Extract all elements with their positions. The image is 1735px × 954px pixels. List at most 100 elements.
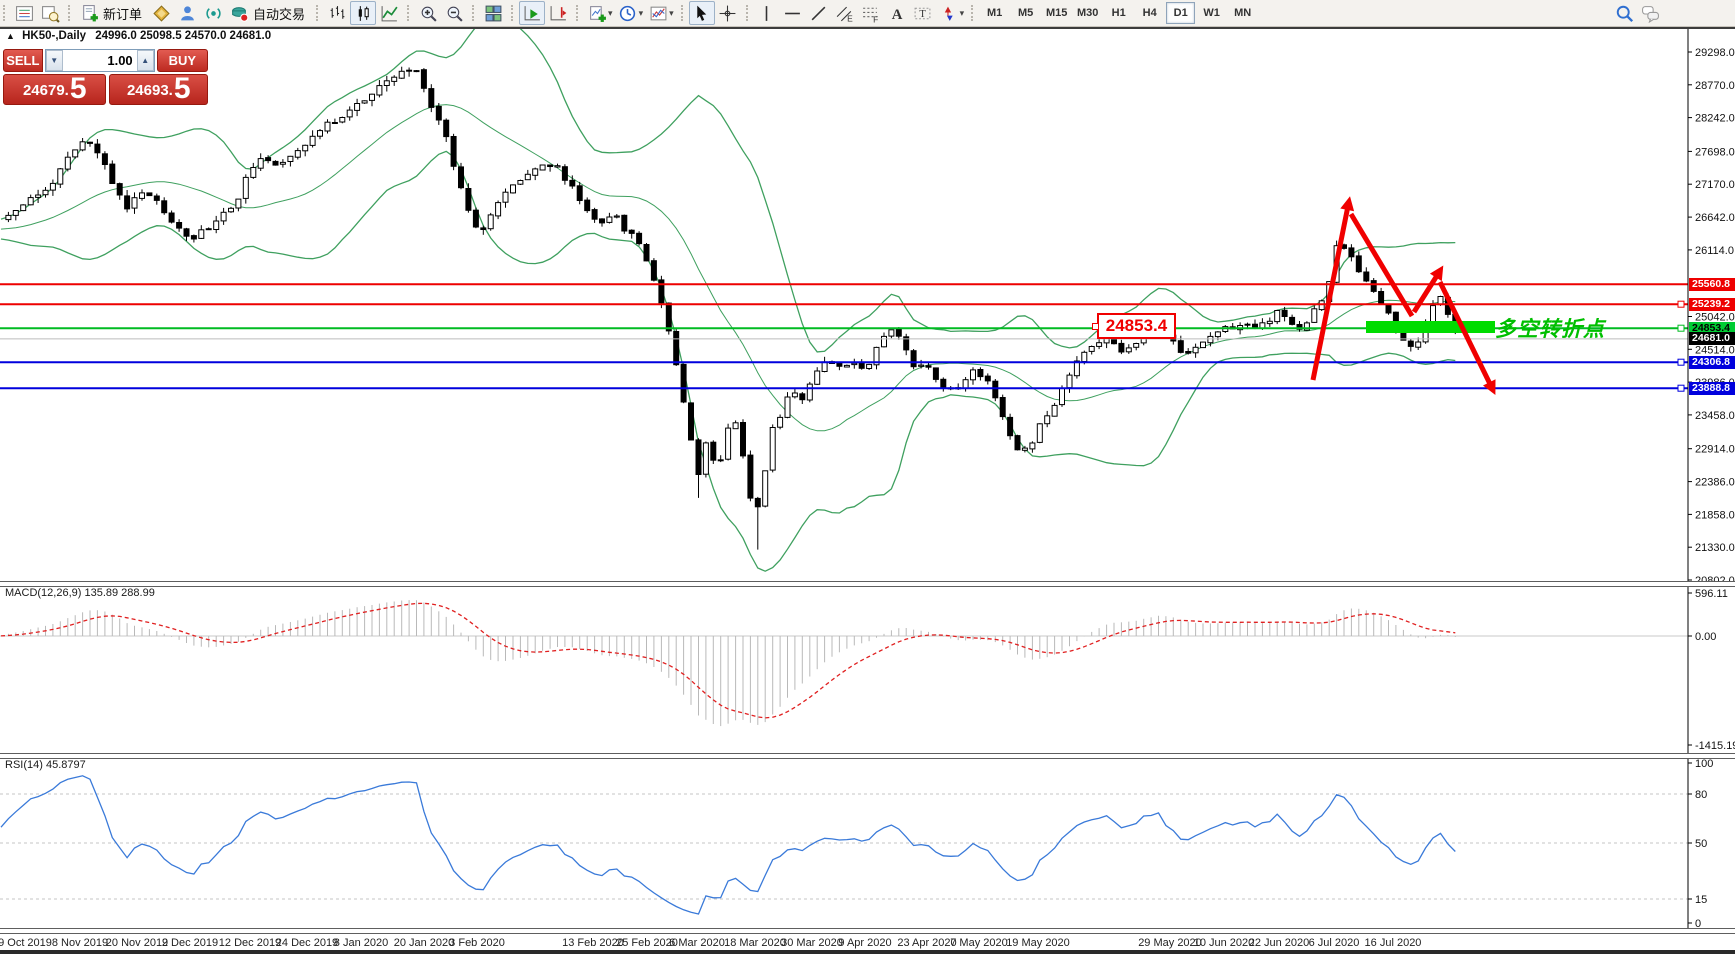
toolbar-tile-windows-button[interactable] xyxy=(480,1,506,25)
toolbar-chart-bars-button[interactable] xyxy=(324,1,350,25)
rsi-layer xyxy=(0,775,1688,915)
pane-separator-rsi-dates xyxy=(0,928,1735,934)
timeframe-m15-button[interactable]: M15 xyxy=(1045,7,1068,19)
price-badge: 23888.8 xyxy=(1689,381,1735,395)
date-label: 19 May 2020 xyxy=(1006,937,1070,949)
symbol-header: ▲ HK50-,Daily 24996.0 25098.5 24570.0 24… xyxy=(6,30,271,42)
toolbar-group xyxy=(0,1,65,25)
toolbar-new-order-button[interactable] xyxy=(76,1,102,25)
toolbar-group xyxy=(469,1,508,25)
arrows-dropdown-caret[interactable]: ▾ xyxy=(959,7,965,18)
price-tick-label: 25042.0 xyxy=(1695,312,1735,324)
toolbar-news-radio-button[interactable] xyxy=(200,1,226,25)
sell-price-display[interactable]: 24679. 5 xyxy=(3,74,107,105)
date-label: 24 Dec 2019 xyxy=(276,937,338,949)
timeframe-w1-button[interactable]: W1 xyxy=(1203,7,1220,19)
toolbar-new-chart-button[interactable] xyxy=(584,1,610,25)
timeframe-m5-button[interactable]: M5 xyxy=(1018,7,1034,19)
toolbar-templates-button[interactable] xyxy=(645,1,671,25)
macd-scale-label: 0.00 xyxy=(1695,631,1716,643)
price-tick-label: 28242.0 xyxy=(1695,113,1735,125)
price-callout-label[interactable]: 24853.4 xyxy=(1092,313,1176,339)
toolbar-hline-button[interactable] xyxy=(780,1,806,25)
volume-increase-button[interactable]: ▲ xyxy=(136,50,154,71)
green-zone-annotation xyxy=(1366,321,1495,333)
collapse-panel-icon[interactable]: ▲ xyxy=(6,31,15,41)
volume-decrease-button[interactable]: ▼ xyxy=(45,50,63,71)
price-tick-label: 21858.0 xyxy=(1695,509,1735,521)
buy-price-display[interactable]: 24693. 5 xyxy=(109,74,208,105)
toolbar-data-window-button[interactable] xyxy=(37,1,63,25)
timeframe-m30-button[interactable]: M30 xyxy=(1076,7,1099,19)
symbol-name: HK50-,Daily xyxy=(22,30,87,42)
toolbar-search-button[interactable] xyxy=(1611,1,1637,25)
timeframe-d1-button[interactable]: D1 xyxy=(1166,2,1196,24)
date-label: 3 Feb 2020 xyxy=(449,937,505,949)
pivot-annotation-text[interactable]: 多空转折点 xyxy=(1495,318,1605,341)
svg-text:F: F xyxy=(873,14,878,23)
date-label: 7 May 2020 xyxy=(950,937,1007,949)
price-tick-label: 24514.0 xyxy=(1695,344,1735,356)
toolbar-community-button[interactable] xyxy=(174,1,200,25)
timeframe-group: M1 M5 M15 M30 H1 H4 D1 W1 MN xyxy=(968,1,1260,25)
timeframe-h4-button[interactable]: H4 xyxy=(1142,7,1157,19)
toolbar-group: E F A T ▾ xyxy=(743,1,969,25)
toolbar-auto-scroll-button[interactable] xyxy=(519,1,546,25)
price-badge: 24681.0 xyxy=(1689,332,1735,346)
sell-price-main: 24679 xyxy=(22,82,65,99)
sell-button[interactable]: SELL xyxy=(3,49,43,72)
timeframe-h1-button[interactable]: H1 xyxy=(1111,7,1126,19)
toolbar-cursor-button[interactable] xyxy=(688,1,715,25)
toolbar-autotrade-label[interactable]: 自动交易 xyxy=(253,6,306,22)
rsi-scale-label: 50 xyxy=(1695,838,1707,850)
toolbar-autotrade-button[interactable] xyxy=(226,1,252,25)
price-tick-label: 27698.0 xyxy=(1695,146,1735,158)
svg-text:T: T xyxy=(919,9,926,20)
toolbar-chart-line-button[interactable] xyxy=(376,1,402,25)
toolbar-chat-button[interactable] xyxy=(1637,1,1663,25)
rsi-indicator-label: RSI(14) 45.8797 xyxy=(5,759,86,771)
date-label: 20 Nov 2019 xyxy=(106,937,168,949)
toolbar-fibonacci-button[interactable]: F xyxy=(858,1,884,25)
toolbar-vline-button[interactable] xyxy=(754,1,780,25)
toolbar-trendline-button[interactable] xyxy=(806,1,832,25)
new-chart-dropdown-caret[interactable]: ▾ xyxy=(608,7,613,18)
toolbar-market-watch-button[interactable] xyxy=(11,1,37,25)
date-label: 30 Mar 2020 xyxy=(781,937,843,949)
toolbar-label-button[interactable]: T xyxy=(910,1,936,25)
profiles-clock-dropdown-caret[interactable]: ▾ xyxy=(638,7,644,18)
toolbar-arrows-button[interactable] xyxy=(936,1,962,25)
toolbar-text-button[interactable]: A xyxy=(884,1,910,25)
toolbar-group: 新订单 自动交易 xyxy=(65,1,313,25)
buy-button[interactable]: BUY xyxy=(156,49,208,72)
toolbar-group xyxy=(313,1,404,25)
date-label: 18 Mar 2020 xyxy=(724,937,786,949)
volume-input[interactable] xyxy=(62,50,137,71)
toolbar-metaeditor-button[interactable] xyxy=(148,1,174,25)
price-tick-label: 26114.0 xyxy=(1695,245,1734,257)
timeframe-mn-button[interactable]: MN xyxy=(1234,7,1252,19)
toolbar-zoom-out-button[interactable] xyxy=(441,1,467,25)
pane-separator-main-macd[interactable] xyxy=(0,581,1735,587)
toolbar-profiles-clock-button[interactable] xyxy=(615,1,641,25)
toolbar-chart-candles-button[interactable] xyxy=(350,1,377,25)
toolbar-chart-shift-button[interactable] xyxy=(545,1,571,25)
toolbar-crosshair-button[interactable] xyxy=(715,1,741,25)
price-badge: 24306.8 xyxy=(1689,355,1735,369)
pane-separator-macd-rsi[interactable] xyxy=(0,753,1735,759)
sell-price-dot: . xyxy=(64,82,69,99)
templates-dropdown-caret[interactable]: ▾ xyxy=(669,7,674,18)
rsi-scale-label: 80 xyxy=(1695,789,1707,801)
toolbar-channel-button[interactable]: E xyxy=(832,1,858,25)
toolbar-zoom-in-button[interactable] xyxy=(415,1,441,25)
date-label: 10 Jun 2020 xyxy=(1194,937,1255,949)
callout-handle[interactable] xyxy=(1092,323,1099,330)
buy-price-big-digit: 5 xyxy=(173,72,191,105)
date-label: 8 Nov 2019 xyxy=(52,937,108,949)
price-tick-label: 29298.0 xyxy=(1695,47,1735,59)
timeframe-m1-button[interactable]: M1 xyxy=(987,7,1003,19)
one-click-trading-panel: SELL ▼ ▲ BUY 24679.5 24693.5 xyxy=(3,49,208,105)
toolbar-new-order-label[interactable]: 新订单 xyxy=(103,6,143,22)
main-toolbar: 新订单 自动交易 ▾ ▾ ▾ E F A T ▾ M1 M5 M15 M30 H1 H4 D1 W1 MN xyxy=(0,0,1735,27)
